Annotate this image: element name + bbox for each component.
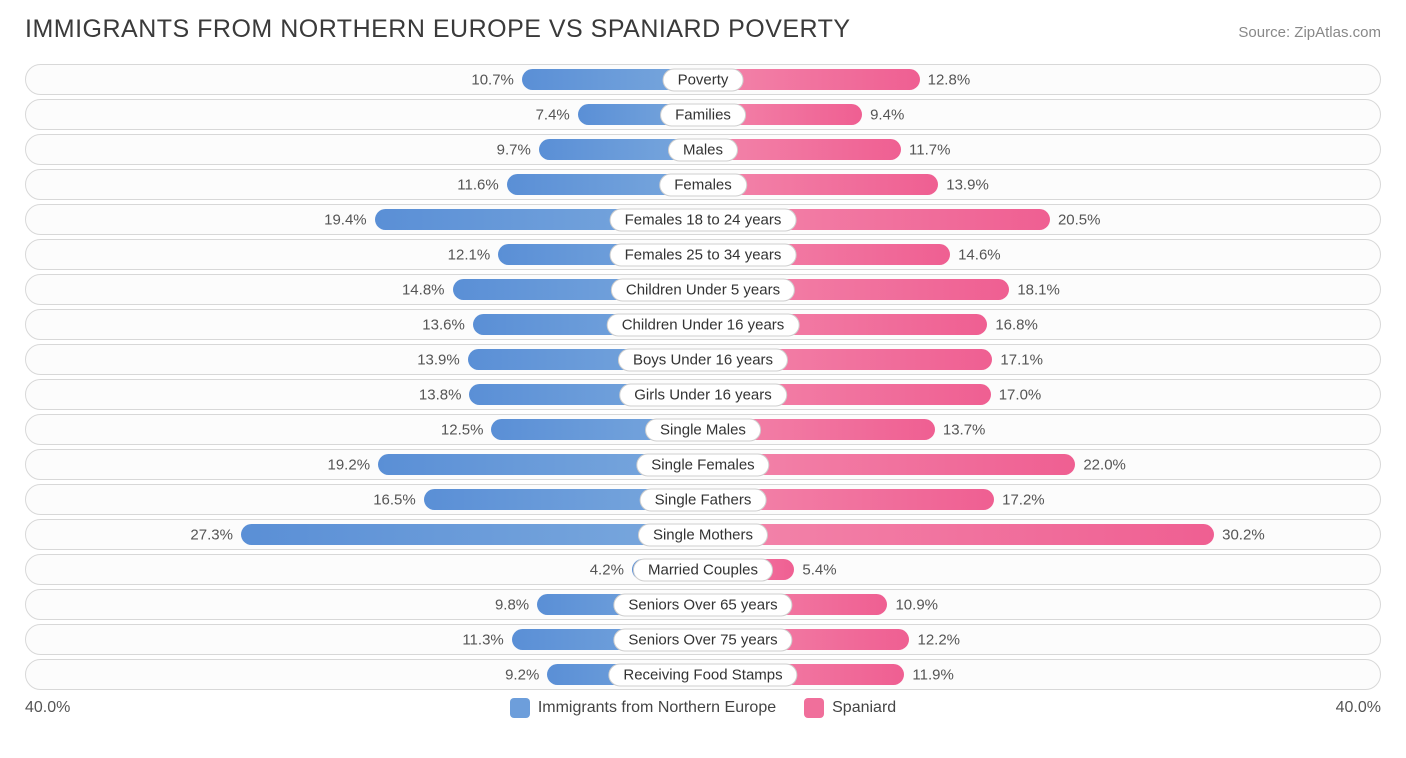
chart-row: 16.5% 17.2% Single Fathers <box>25 484 1381 515</box>
chart-row: 12.1% 14.6% Females 25 to 34 years <box>25 239 1381 270</box>
value-left: 9.2% <box>505 666 539 683</box>
value-right: 11.9% <box>912 666 953 683</box>
category-label: Poverty <box>663 68 744 91</box>
value-right: 13.7% <box>943 421 986 438</box>
chart-source: Source: ZipAtlas.com <box>1238 24 1381 41</box>
value-right: 11.7% <box>909 141 950 158</box>
diverging-bar-chart: 10.7% 12.8% Poverty 7.4% 9.4% Families 9.7% 11.… <box>25 64 1381 690</box>
value-left: 11.6% <box>457 176 498 193</box>
value-left: 12.5% <box>441 421 484 438</box>
value-right: 17.2% <box>1002 491 1045 508</box>
value-right: 30.2% <box>1222 526 1265 543</box>
value-right: 5.4% <box>802 561 836 578</box>
legend-item-right: Spaniard <box>804 698 896 718</box>
chart-row: 19.4% 20.5% Females 18 to 24 years <box>25 204 1381 235</box>
chart-row: 27.3% 30.2% Single Mothers <box>25 519 1381 550</box>
axis-right-max: 40.0% <box>1336 699 1381 717</box>
source-link[interactable]: ZipAtlas.com <box>1294 24 1381 41</box>
category-label: Single Males <box>645 418 761 441</box>
value-right: 12.2% <box>917 631 960 648</box>
value-left: 4.2% <box>590 561 624 578</box>
value-left: 10.7% <box>471 71 514 88</box>
chart-row: 9.8% 10.9% Seniors Over 65 years <box>25 589 1381 620</box>
legend-swatch-right <box>804 698 824 718</box>
category-label: Children Under 16 years <box>607 313 800 336</box>
category-label: Families <box>660 103 746 126</box>
chart-footer: 40.0% Immigrants from Northern Europe Sp… <box>25 698 1381 718</box>
category-label: Single Mothers <box>638 523 768 546</box>
value-left: 27.3% <box>190 526 233 543</box>
chart-row: 7.4% 9.4% Families <box>25 99 1381 130</box>
value-right: 10.9% <box>895 596 938 613</box>
value-right: 9.4% <box>870 106 904 123</box>
chart-row: 13.9% 17.1% Boys Under 16 years <box>25 344 1381 375</box>
chart-row: 13.8% 17.0% Girls Under 16 years <box>25 379 1381 410</box>
chart-header: IMMIGRANTS FROM NORTHERN EUROPE VS SPANI… <box>25 15 1381 44</box>
value-right: 17.0% <box>999 386 1042 403</box>
value-left: 11.3% <box>462 631 503 648</box>
chart-row: 4.2% 5.4% Married Couples <box>25 554 1381 585</box>
value-right: 14.6% <box>958 246 1001 263</box>
value-right: 12.8% <box>928 71 971 88</box>
category-label: Boys Under 16 years <box>618 348 788 371</box>
chart-row: 9.7% 11.7% Males <box>25 134 1381 165</box>
value-left: 19.2% <box>328 456 371 473</box>
value-left: 14.8% <box>402 281 445 298</box>
chart-row: 19.2% 22.0% Single Females <box>25 449 1381 480</box>
chart-title: IMMIGRANTS FROM NORTHERN EUROPE VS SPANI… <box>25 15 851 44</box>
value-left: 19.4% <box>324 211 367 228</box>
value-left: 9.8% <box>495 596 529 613</box>
chart-row: 10.7% 12.8% Poverty <box>25 64 1381 95</box>
category-label: Males <box>668 138 738 161</box>
chart-row: 9.2% 11.9% Receiving Food Stamps <box>25 659 1381 690</box>
value-right: 20.5% <box>1058 211 1101 228</box>
category-label: Females 25 to 34 years <box>610 243 797 266</box>
value-left: 12.1% <box>448 246 491 263</box>
chart-row: 11.3% 12.2% Seniors Over 75 years <box>25 624 1381 655</box>
chart-row: 14.8% 18.1% Children Under 5 years <box>25 274 1381 305</box>
category-label: Single Fathers <box>640 488 767 511</box>
category-label: Receiving Food Stamps <box>608 663 797 686</box>
value-left: 13.6% <box>422 316 465 333</box>
legend-label-left: Immigrants from Northern Europe <box>538 699 776 717</box>
chart-row: 12.5% 13.7% Single Males <box>25 414 1381 445</box>
value-left: 13.9% <box>417 351 460 368</box>
value-right: 13.9% <box>946 176 989 193</box>
legend: Immigrants from Northern Europe Spaniard <box>510 698 896 718</box>
legend-label-right: Spaniard <box>832 699 896 717</box>
category-label: Females 18 to 24 years <box>610 208 797 231</box>
value-right: 16.8% <box>995 316 1038 333</box>
category-label: Girls Under 16 years <box>619 383 787 406</box>
chart-row: 11.6% 13.9% Females <box>25 169 1381 200</box>
source-prefix: Source: <box>1238 24 1294 41</box>
category-label: Seniors Over 65 years <box>613 593 792 616</box>
category-label: Seniors Over 75 years <box>613 628 792 651</box>
value-right: 17.1% <box>1000 351 1043 368</box>
value-left: 16.5% <box>373 491 416 508</box>
category-label: Children Under 5 years <box>611 278 795 301</box>
value-right: 22.0% <box>1083 456 1126 473</box>
axis-left-max: 40.0% <box>25 699 70 717</box>
category-label: Single Females <box>636 453 769 476</box>
value-right: 18.1% <box>1017 281 1060 298</box>
value-left: 7.4% <box>536 106 570 123</box>
legend-swatch-left <box>510 698 530 718</box>
value-left: 9.7% <box>497 141 531 158</box>
bar-right <box>703 524 1214 545</box>
legend-item-left: Immigrants from Northern Europe <box>510 698 776 718</box>
chart-row: 13.6% 16.8% Children Under 16 years <box>25 309 1381 340</box>
category-label: Married Couples <box>633 558 773 581</box>
bar-left <box>241 524 703 545</box>
category-label: Females <box>659 173 747 196</box>
value-left: 13.8% <box>419 386 462 403</box>
